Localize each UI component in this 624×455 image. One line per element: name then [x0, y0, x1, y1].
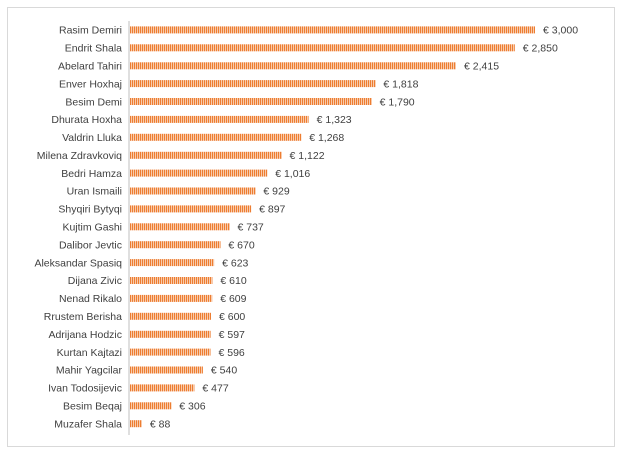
bar-20	[130, 384, 195, 392]
bar-11	[130, 223, 230, 231]
value-label-21: € 306	[179, 401, 205, 413]
bar-8	[130, 169, 268, 177]
value-label-7: € 1,122	[290, 150, 325, 162]
value-label-0: € 3,000	[543, 25, 578, 37]
value-label-11: € 737	[238, 222, 264, 234]
value-label-18: € 596	[219, 347, 245, 359]
category-label-1: Endrit Shala	[65, 43, 122, 55]
bar-22	[130, 420, 142, 428]
bar-5	[130, 115, 309, 123]
bar-10	[130, 205, 252, 213]
bar-4	[130, 98, 372, 105]
value-label-10: € 897	[259, 204, 285, 216]
category-label-21: Besim Beqaj	[63, 401, 122, 413]
bar-1	[130, 44, 515, 52]
category-label-17: Adrijana Hodzic	[48, 329, 122, 341]
bar-17	[130, 330, 211, 338]
category-label-4: Besim Demi	[65, 96, 122, 108]
bar-3	[130, 80, 376, 88]
value-label-15: € 609	[220, 293, 246, 305]
value-labels: € 3,000 € 2,850 € 2,415 € 1,818 € 1,790 € 1,3…	[150, 25, 578, 431]
value-label-3: € 1,818	[383, 78, 418, 90]
category-label-15: Nenad Rikalo	[59, 293, 122, 305]
bar-6	[130, 133, 302, 141]
value-label-20: € 477	[202, 383, 228, 395]
value-label-17: € 597	[219, 329, 245, 341]
value-label-4: € 1,790	[380, 96, 415, 108]
value-label-16: € 600	[219, 311, 245, 323]
bar-16	[130, 312, 211, 320]
category-label-14: Dijana Zivic	[68, 275, 122, 287]
bars-group	[130, 26, 535, 428]
bar-0	[130, 26, 535, 34]
category-label-19: Mahir Yagcilar	[56, 365, 123, 377]
category-label-12: Dalibor Jevtic	[59, 239, 122, 251]
value-label-1: € 2,850	[523, 43, 558, 55]
value-label-22: € 88	[150, 418, 171, 430]
value-label-14: € 610	[220, 275, 246, 287]
category-label-8: Bedri Hamza	[61, 168, 122, 180]
bar-18	[130, 348, 211, 356]
category-label-10: Shyqiri Bytyqi	[58, 204, 122, 216]
category-label-11: Kujtim Gashi	[62, 222, 122, 234]
bar-19	[130, 366, 203, 374]
category-labels: Rasim Demiri Endrit Shala Abelard Tahiri En…	[34, 25, 122, 431]
category-label-3: Enver Hoxhaj	[59, 78, 122, 90]
category-label-2: Abelard Tahiri	[58, 61, 122, 73]
value-label-9: € 929	[263, 186, 289, 198]
category-label-20: Ivan Todosijevic	[48, 383, 122, 395]
category-label-16: Rrustem Berisha	[44, 311, 122, 323]
value-label-19: € 540	[211, 365, 237, 377]
value-label-2: € 2,415	[464, 61, 499, 73]
bar-2	[130, 62, 456, 70]
value-label-12: € 670	[228, 239, 254, 251]
value-label-6: € 1,268	[309, 132, 344, 144]
category-label-13: Aleksandar Spasiq	[34, 257, 122, 269]
value-label-13: € 623	[222, 257, 248, 269]
category-label-18: Kurtan Kajtazi	[57, 347, 122, 359]
category-label-5: Dhurata Hoxha	[51, 114, 122, 126]
category-label-7: Milena Zdravkoviq	[37, 150, 122, 162]
bar-21	[130, 402, 172, 410]
category-label-0: Rasim Demiri	[59, 25, 122, 37]
bar-9	[130, 187, 256, 195]
bar-13	[130, 259, 215, 267]
value-label-5: € 1,323	[317, 114, 352, 126]
category-label-6: Valdrin Lluka	[62, 132, 122, 144]
value-label-8: € 1,016	[275, 168, 310, 180]
category-label-9: Uran Ismaili	[67, 186, 122, 198]
bar-7	[130, 151, 282, 159]
bar-15	[130, 294, 213, 302]
bar-14	[130, 277, 213, 284]
bar-12	[130, 241, 221, 249]
category-label-22: Muzafer Shala	[54, 418, 122, 430]
